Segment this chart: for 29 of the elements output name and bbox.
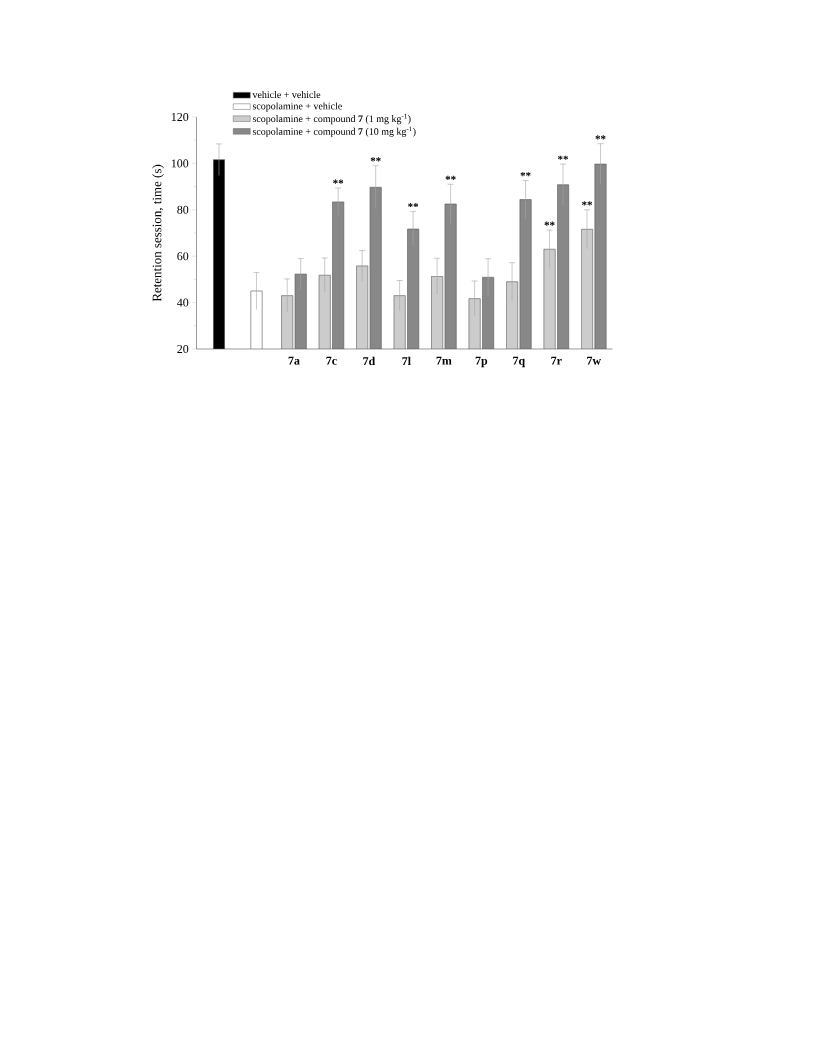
x-tick-label: 7c: [326, 356, 337, 365]
annotation: **: [558, 155, 569, 160]
annotation: **: [520, 172, 531, 177]
x-tick-label: 7d: [363, 356, 376, 366]
annotation: **: [582, 201, 593, 206]
y-tick-label: 120: [171, 112, 189, 122]
legend-label: scopolamine + compound 7 (1 mg kg$^{-1}$): [252, 113, 411, 125]
annotation: **: [544, 221, 555, 226]
legend-label: vehicle + vehicle: [252, 91, 321, 99]
y-tick-label: 20: [177, 344, 189, 354]
y-axis-title: Retention session, time (s): [152, 164, 164, 302]
x-tick-label: 7q: [513, 356, 526, 368]
x-tick-label: 7p: [475, 356, 488, 368]
x-tick-label: 7l: [402, 356, 411, 366]
annotation: **: [595, 135, 606, 140]
x-tick-label: 7w: [587, 356, 602, 365]
x-tick-label: 7r: [551, 356, 562, 365]
y-tick-label: 100: [171, 159, 189, 168]
y-tick-label: 60: [177, 252, 189, 261]
annotation: **: [408, 203, 419, 208]
annotation: **: [370, 157, 381, 162]
y-tick-label: 80: [177, 205, 189, 214]
y-tick-label: 40: [177, 298, 189, 307]
x-tick-label: 7m: [436, 356, 452, 365]
annotation: **: [445, 175, 456, 180]
legend-label: scopolamine + compound 7 (10 mg kg$^{-1}$): [252, 126, 416, 137]
x-tick-label: 7a: [288, 356, 300, 365]
annotation: **: [333, 179, 344, 184]
legend-label: scopolamine + vehicle: [252, 102, 342, 112]
